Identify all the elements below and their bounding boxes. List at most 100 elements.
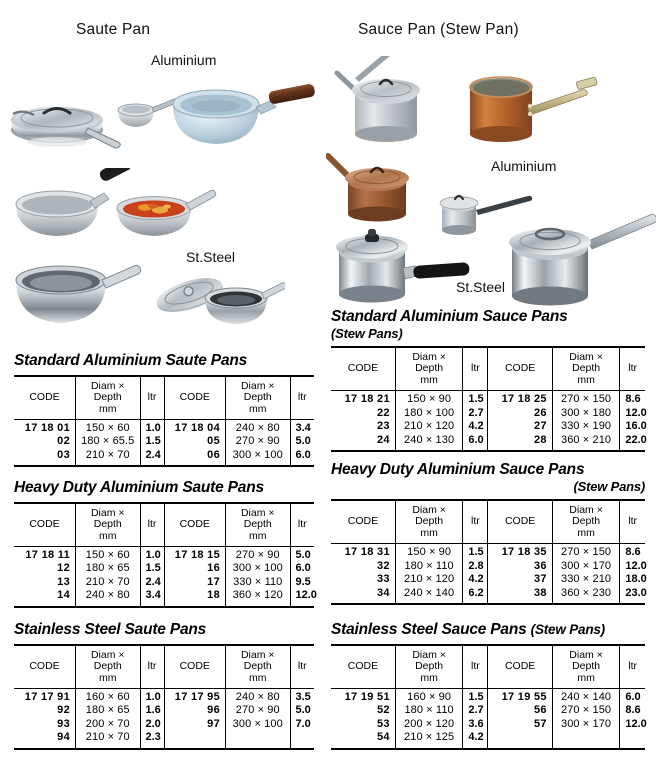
table-block-heavy-duty-aluminium-saute-pans: Heavy Duty Aluminium Saute Pans CODE Diam … [14,479,317,608]
cell-code: 06 [163,448,226,467]
cell-code: 17 18 31 [331,543,396,560]
cell-dimensions: 360 × 120 [225,589,291,607]
cell-capacity: 2.4 [139,448,165,467]
column-header-ltr: ltr [462,347,489,391]
cell-code: 17 17 95 [163,688,226,705]
table-row: 23 210 × 120 4.2 27 330 × 190 16.0 [331,420,647,434]
column-header-diam-depth: Diam × Depth mm [551,500,621,544]
table-title-text: Heavy Duty Aluminium Sauce Pans [331,461,585,478]
cell-code: 54 [331,731,396,749]
material-label-aluminium-right: Aluminium [491,158,557,174]
cell-capacity: 1.5 [462,688,489,705]
illustration-saute-pan-steel-with-open-lid [150,266,285,328]
table-row: 94 210 × 70 2.3 [14,731,314,749]
cell-dimensions: 210 × 70 [75,731,141,749]
cell-dimensions: 330 × 210 [551,573,621,587]
column-header-ltr: ltr [139,644,165,689]
cell-dimensions: 210 × 70 [75,575,141,590]
cell-code: 96 [163,704,226,718]
cell-capacity: 2.7 [462,406,489,421]
cell-code: 17 19 55 [487,688,553,705]
cell-capacity: 1.5 [139,562,165,576]
column-header-code: CODE [487,347,553,391]
cell-code: 28 [487,433,553,452]
cell-capacity: 8.6 [619,390,645,407]
cell-dimensions: 270 × 150 [551,704,621,718]
cell-dimensions: 210 × 125 [394,731,464,749]
table-row: 22 180 × 100 2.7 26 300 × 180 12.0 [331,406,647,421]
column-header-code: CODE [14,375,76,420]
cell-dimensions: 180 × 110 [394,704,464,718]
column-header-diam-depth: Diam × Depth mm [394,644,464,689]
cell-code: 17 19 51 [331,688,396,705]
cell-dimensions: 270 × 90 [225,546,291,563]
cell-code: 17 [163,575,226,590]
cell-capacity: 1.6 [139,704,165,718]
cell-code: 32 [331,559,396,574]
cell-code: 38 [487,586,553,605]
illustration-saute-pan-steel-deep [8,258,148,338]
cell-code: 05 [163,435,226,449]
table-title: Standard Aluminium Sauce Pans (Stew Pans) [331,308,645,341]
cell-capacity: 3.4 [289,419,314,436]
cell-capacity: 22.0 [619,433,647,452]
cell-code: 53 [331,717,396,732]
table-row: 52 180 × 110 2.7 56 270 × 150 8.6 [331,704,645,718]
cell-code: 17 18 35 [487,543,553,560]
cell-dimensions: 270 × 150 [551,390,621,407]
column-header-ltr: ltr [619,644,645,689]
cell-dimensions: 200 × 70 [75,717,141,732]
cell-capacity: 1.5 [462,543,489,560]
cell-capacity: 6.0 [619,688,645,705]
table-row: 17 18 01 150 × 60 1.0 17 18 04 240 × 80 3.4 [14,419,314,436]
cell-dimensions: 180 × 100 [394,406,464,421]
spec-table: CODE Diam × Depth mm ltr CODE Diam × Depth mm ltr… [331,346,647,452]
cell-code: 17 18 15 [163,546,226,563]
cell-capacity: 8.6 [619,543,645,560]
illustration-sauce-pan-copper-lidded [326,150,441,225]
column-header-code: CODE [14,644,76,689]
illustration-saute-pan-with-food [112,186,262,246]
table-block-heavy-duty-aluminium-sauce-pans: Heavy Duty Aluminium Sauce Pans (Stew Pan… [331,461,647,605]
cell-capacity: 5.0 [289,435,314,449]
table-block-standard-aluminium-sauce-pans: Standard Aluminium Sauce Pans (Stew Pans)… [331,308,647,452]
table-row: 53 200 × 120 3.6 57 300 × 170 12.0 [331,717,647,732]
column-header-ltr: ltr [289,375,314,420]
cell-dimensions: 150 × 60 [75,419,141,436]
cell-code: 03 [14,448,76,467]
cell-dimensions: 240 × 140 [394,586,464,605]
table-title: Stainless Steel Saute Pans [14,621,314,639]
cell-code: 17 18 21 [331,390,396,407]
cell-code: 52 [331,704,396,718]
cell-capacity: 1.0 [139,419,165,436]
cell-dimensions: 300 × 170 [551,559,621,574]
cell-code: 17 18 25 [487,390,553,407]
illustration-saute-pan-aluminium-black-handle [10,168,130,240]
column-header-diam-depth: Diam × Depth mm [75,502,141,547]
cell-capacity: 23.0 [619,586,647,605]
cell-code: 93 [14,717,76,732]
cell-dimensions: 360 × 210 [551,433,621,452]
column-header-code: CODE [487,500,553,544]
cell-dimensions: 150 × 90 [394,543,464,560]
cell-code: 02 [14,435,76,449]
cell-dimensions: 180 × 65 [75,562,141,576]
cell-dimensions: 150 × 90 [394,390,464,407]
column-header-code: CODE [14,502,76,547]
cell-capacity: 6.2 [462,586,489,605]
column-header-diam-depth: Diam × Depth mm [225,375,291,420]
cell-code: 56 [487,704,553,718]
cell-dimensions: 180 × 65 [75,704,141,718]
cell-dimensions: 240 × 80 [225,419,291,436]
cell-capacity: 5.0 [289,704,314,718]
column-header-ltr: ltr [139,375,165,420]
cell-dimensions: 200 × 120 [394,717,464,732]
table-title-text: Stainless Steel Sauce Pans [331,621,531,638]
cell-capacity: 3.4 [139,589,165,607]
cell-capacity: 2.0 [139,717,165,732]
cell-code [487,731,553,749]
cell-capacity: 6.0 [289,562,314,576]
cell-dimensions: 210 × 70 [75,448,141,467]
cell-code: 57 [487,717,553,732]
